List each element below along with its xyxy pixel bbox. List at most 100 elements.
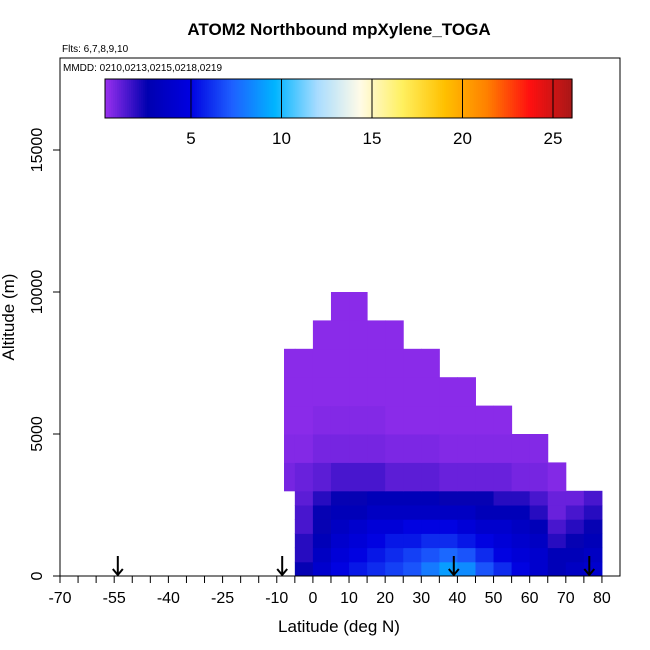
flight-arrow — [112, 556, 124, 577]
colorbar-swatch — [214, 79, 218, 118]
colorbar-swatch — [372, 79, 376, 118]
cell — [529, 547, 549, 563]
flight-arrow — [583, 556, 596, 577]
cell — [475, 561, 495, 577]
cell — [349, 533, 368, 549]
colorbar-swatch — [250, 79, 254, 118]
colorbar-swatch — [278, 79, 282, 118]
colorbar-swatch — [506, 79, 509, 118]
cell — [294, 377, 314, 407]
colorbar-swatch — [210, 79, 214, 118]
cell — [385, 519, 404, 534]
colorbar-swatch — [490, 79, 493, 118]
cell — [421, 561, 440, 577]
arrow-head — [583, 568, 596, 577]
colorbar-swatch — [568, 79, 571, 118]
colorbar-swatch — [416, 79, 419, 118]
cell — [529, 462, 549, 492]
colorbar-swatch — [282, 79, 286, 118]
cell — [475, 434, 495, 463]
cell — [330, 462, 350, 492]
plot-frame — [59, 57, 621, 577]
colorbar-swatch — [336, 79, 340, 118]
cell — [439, 377, 458, 407]
cell — [312, 490, 332, 506]
colorbar-swatch — [542, 79, 545, 118]
colorbar-swatch — [534, 79, 537, 118]
colorbar-swatch — [290, 79, 294, 118]
colorbar-swatch — [328, 79, 332, 118]
colorbar-swatch — [360, 79, 364, 118]
cell — [457, 505, 476, 520]
colorbar-swatch — [204, 79, 208, 118]
colorbar-swatch — [516, 79, 519, 118]
colorbar-swatch — [482, 79, 485, 118]
colorbar-swatch — [222, 79, 226, 118]
cell — [349, 292, 368, 321]
colorbar-swatch — [306, 79, 310, 118]
cell — [511, 519, 531, 534]
colorbar-swatch — [124, 79, 128, 118]
colorbar-swatch — [444, 79, 447, 118]
cell — [330, 405, 350, 435]
cell — [330, 377, 350, 407]
cell — [565, 561, 585, 577]
cell — [475, 462, 495, 492]
colorbar-tick-label: 25 — [544, 129, 563, 148]
colorbar-swatch — [126, 79, 130, 118]
y-tick-label: 10000 — [29, 270, 46, 315]
chart-title: ATOM2 Northbound mpXylene_TOGA — [187, 20, 490, 39]
colorbar-swatch — [182, 79, 186, 118]
cell — [349, 348, 368, 378]
cell — [367, 434, 386, 463]
colorbar-swatch — [390, 79, 393, 118]
colorbar-swatch — [114, 79, 118, 118]
colorbar-swatch — [380, 79, 384, 118]
colorbar-swatch — [418, 79, 421, 118]
x-tick-label: -40 — [157, 590, 180, 607]
colorbar-swatch — [538, 79, 541, 118]
x-tick-label: 80 — [593, 590, 611, 607]
colorbar-swatch — [570, 79, 573, 118]
colorbar-swatch — [142, 79, 146, 118]
cell — [330, 348, 350, 378]
colorbar-tick-label: 15 — [363, 129, 382, 148]
colorbar-swatch — [462, 79, 465, 118]
colorbar-swatch — [208, 79, 212, 118]
colorbar-swatch — [186, 79, 190, 118]
colorbar-swatch — [386, 79, 389, 118]
flight-arrow — [448, 556, 460, 577]
cell — [457, 462, 476, 492]
cell — [421, 505, 440, 520]
colorbar-swatch — [348, 79, 352, 118]
colorbar-swatch — [298, 79, 302, 118]
colorbar-swatch — [196, 79, 200, 118]
cell — [367, 519, 386, 534]
colorbar-swatch — [230, 79, 234, 118]
cell — [385, 462, 404, 492]
cell — [312, 405, 332, 435]
x-tick-label: 30 — [412, 590, 430, 607]
colorbar-swatch — [110, 79, 114, 118]
colorbar-swatch — [512, 79, 515, 118]
colorbar-swatch — [480, 79, 483, 118]
colorbar-swatch — [314, 79, 318, 118]
colorbar-swatch — [364, 79, 368, 118]
cell — [330, 320, 350, 350]
cell — [403, 547, 422, 563]
colorbar-swatch — [476, 79, 479, 118]
cell — [385, 547, 404, 563]
cell — [439, 462, 458, 492]
colorbar-swatch — [412, 79, 415, 118]
x-axis-label: Latitude (deg N) — [278, 617, 400, 636]
colorbar-swatch — [292, 79, 296, 118]
colorbar-swatch — [540, 79, 543, 118]
colorbar-swatch — [318, 79, 322, 118]
colorbar-swatch — [244, 79, 248, 118]
cell — [403, 434, 422, 463]
colorbar-swatch — [496, 79, 499, 118]
colorbar-swatch — [260, 79, 264, 118]
colorbar-swatch — [358, 79, 362, 118]
